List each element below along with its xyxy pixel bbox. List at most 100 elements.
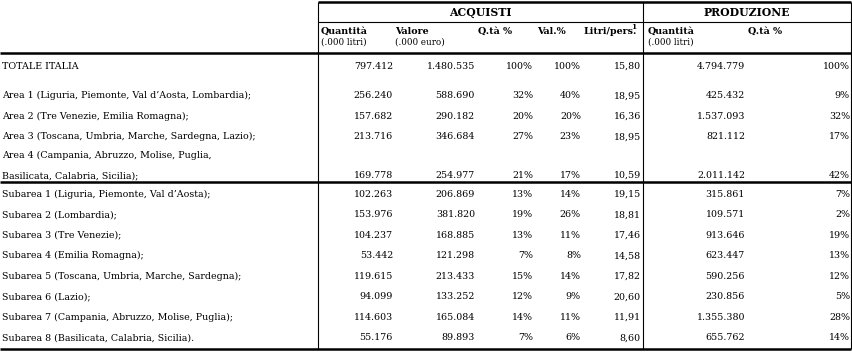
Text: Quantità: Quantità: [648, 26, 694, 35]
Text: 12%: 12%: [511, 292, 532, 301]
Text: 55.176: 55.176: [360, 333, 393, 342]
Text: Subarea 1 (Liguria, Piemonte, Val d’Aosta);: Subarea 1 (Liguria, Piemonte, Val d’Aost…: [2, 190, 210, 199]
Text: 254.977: 254.977: [435, 171, 475, 180]
Text: Litri/pers.: Litri/pers.: [584, 26, 636, 35]
Text: 18,95: 18,95: [613, 91, 640, 100]
Text: Subarea 4 (Emilia Romagna);: Subarea 4 (Emilia Romagna);: [2, 251, 144, 260]
Text: 114.603: 114.603: [354, 313, 393, 322]
Text: 7%: 7%: [517, 333, 532, 342]
Text: Q.tà %: Q.tà %: [477, 26, 511, 35]
Text: 26%: 26%: [559, 210, 580, 219]
Text: 100%: 100%: [822, 62, 849, 71]
Text: 109.571: 109.571: [705, 210, 744, 219]
Text: Area 1 (Liguria, Piemonte, Val d’Aosta, Lombardia);: Area 1 (Liguria, Piemonte, Val d’Aosta, …: [2, 91, 250, 100]
Text: 21%: 21%: [511, 171, 532, 180]
Text: 165.084: 165.084: [435, 313, 475, 322]
Text: 8,60: 8,60: [619, 333, 640, 342]
Text: 5%: 5%: [834, 292, 849, 301]
Text: 32%: 32%: [511, 91, 532, 100]
Text: 655.762: 655.762: [705, 333, 744, 342]
Text: 153.976: 153.976: [353, 210, 393, 219]
Text: 12%: 12%: [828, 272, 849, 281]
Text: Area 4 (Campania, Abruzzo, Molise, Puglia,: Area 4 (Campania, Abruzzo, Molise, Pugli…: [2, 150, 211, 160]
Text: 18,81: 18,81: [613, 210, 640, 219]
Text: 16,36: 16,36: [613, 112, 640, 121]
Text: 14,58: 14,58: [613, 251, 640, 260]
Text: 315.861: 315.861: [705, 190, 744, 199]
Text: 346.684: 346.684: [435, 132, 475, 141]
Text: 169.778: 169.778: [354, 171, 393, 180]
Text: 104.237: 104.237: [354, 231, 393, 240]
Text: ACQUISTI: ACQUISTI: [449, 8, 511, 19]
Text: 13%: 13%: [511, 231, 532, 240]
Text: Valore: Valore: [394, 26, 428, 35]
Text: 14%: 14%: [511, 313, 532, 322]
Text: 206.869: 206.869: [435, 190, 475, 199]
Text: 11,91: 11,91: [613, 313, 640, 322]
Text: 28%: 28%: [828, 313, 849, 322]
Text: 590.256: 590.256: [705, 272, 744, 281]
Text: PRODUZIONE: PRODUZIONE: [703, 8, 789, 19]
Text: 256.240: 256.240: [354, 91, 393, 100]
Text: 133.252: 133.252: [435, 292, 475, 301]
Text: 797.412: 797.412: [354, 62, 393, 71]
Text: 27%: 27%: [511, 132, 532, 141]
Text: 17%: 17%: [828, 132, 849, 141]
Text: 20%: 20%: [560, 112, 580, 121]
Text: 290.182: 290.182: [435, 112, 475, 121]
Text: 913.646: 913.646: [705, 231, 744, 240]
Text: 94.099: 94.099: [360, 292, 393, 301]
Text: 230.856: 230.856: [705, 292, 744, 301]
Text: 13%: 13%: [828, 251, 849, 260]
Text: 19%: 19%: [828, 231, 849, 240]
Text: 2%: 2%: [834, 210, 849, 219]
Text: 213.716: 213.716: [354, 132, 393, 141]
Text: 119.615: 119.615: [354, 272, 393, 281]
Text: 121.298: 121.298: [435, 251, 475, 260]
Text: 10,59: 10,59: [613, 171, 640, 180]
Text: 53.442: 53.442: [360, 251, 393, 260]
Text: 18,95: 18,95: [613, 132, 640, 141]
Text: Subarea 3 (Tre Venezie);: Subarea 3 (Tre Venezie);: [2, 231, 121, 240]
Text: Val.%: Val.%: [537, 26, 565, 35]
Text: 4.794.779: 4.794.779: [696, 62, 744, 71]
Text: Subarea 2 (Lombardia);: Subarea 2 (Lombardia);: [2, 210, 117, 219]
Text: Area 3 (Toscana, Umbria, Marche, Sardegna, Lazio);: Area 3 (Toscana, Umbria, Marche, Sardegn…: [2, 132, 256, 141]
Text: 42%: 42%: [828, 171, 849, 180]
Text: (.000 litri): (.000 litri): [648, 38, 693, 47]
Text: 20,60: 20,60: [613, 292, 640, 301]
Text: 89.893: 89.893: [441, 333, 475, 342]
Text: Subarea 6 (Lazio);: Subarea 6 (Lazio);: [2, 292, 90, 301]
Text: Q.tà %: Q.tà %: [747, 26, 781, 35]
Text: 20%: 20%: [511, 112, 532, 121]
Text: 7%: 7%: [517, 251, 532, 260]
Text: 9%: 9%: [565, 292, 580, 301]
Text: 1.537.093: 1.537.093: [696, 112, 744, 121]
Text: Area 2 (Tre Venezie, Emilia Romagna);: Area 2 (Tre Venezie, Emilia Romagna);: [2, 112, 188, 121]
Text: 1: 1: [630, 23, 636, 31]
Text: Basilicata, Calabria, Sicilia);: Basilicata, Calabria, Sicilia);: [2, 171, 138, 180]
Text: Subarea 7 (Campania, Abruzzo, Molise, Puglia);: Subarea 7 (Campania, Abruzzo, Molise, Pu…: [2, 313, 233, 322]
Text: 1.355.380: 1.355.380: [696, 313, 744, 322]
Text: 213.433: 213.433: [435, 272, 475, 281]
Text: (.000 euro): (.000 euro): [394, 38, 444, 47]
Text: (.000 litri): (.000 litri): [320, 38, 366, 47]
Text: 821.112: 821.112: [705, 132, 744, 141]
Text: 588.690: 588.690: [435, 91, 475, 100]
Text: 102.263: 102.263: [354, 190, 393, 199]
Text: 8%: 8%: [566, 251, 580, 260]
Text: 381.820: 381.820: [435, 210, 475, 219]
Text: 157.682: 157.682: [354, 112, 393, 121]
Text: 168.885: 168.885: [435, 231, 475, 240]
Text: Subarea 8 (Basilicata, Calabria, Sicilia).: Subarea 8 (Basilicata, Calabria, Sicilia…: [2, 333, 194, 342]
Text: Quantità: Quantità: [320, 26, 367, 35]
Text: 1.480.535: 1.480.535: [426, 62, 475, 71]
Text: 100%: 100%: [505, 62, 532, 71]
Text: TOTALE ITALIA: TOTALE ITALIA: [2, 62, 78, 71]
Text: 2.011.142: 2.011.142: [696, 171, 744, 180]
Text: 6%: 6%: [565, 333, 580, 342]
Text: 9%: 9%: [834, 91, 849, 100]
Text: 40%: 40%: [560, 91, 580, 100]
Text: 15,80: 15,80: [613, 62, 640, 71]
Text: 623.447: 623.447: [705, 251, 744, 260]
